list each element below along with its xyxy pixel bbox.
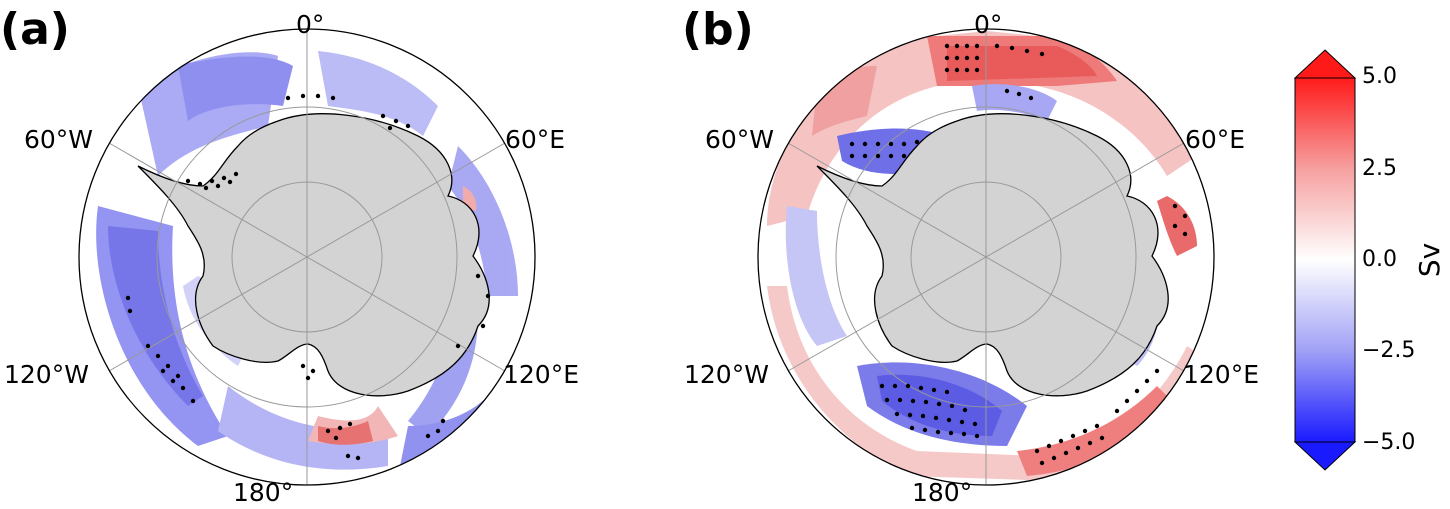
- colorbar-tick-0: 5.0: [1362, 64, 1397, 89]
- panel-a-graticule: [108, 29, 506, 485]
- colorbar-extend-min: [1293, 441, 1357, 471]
- colorbar-extend-max: [1293, 49, 1357, 79]
- panel-b-lon-120w: 120°W: [684, 360, 769, 389]
- panel-b-boundary: [757, 28, 1215, 486]
- panel-a-lon-180: 180°: [233, 478, 294, 507]
- panel-a-antarctica: [137, 113, 490, 397]
- panel-a-lon-60w: 60°W: [24, 125, 94, 154]
- panel-a-significance-dots: [125, 93, 491, 461]
- colorbar-tick-1: 2.5: [1362, 156, 1397, 181]
- panel-a-boundary: [78, 28, 536, 486]
- colorbar-tick-2: 0.0: [1362, 247, 1397, 272]
- panel-a-lon-120e: 120°E: [503, 360, 580, 389]
- colorbar-tick-3: −2.5: [1362, 338, 1416, 363]
- panel-b-antarctica: [816, 113, 1169, 397]
- panel-a-label: (a): [0, 4, 70, 55]
- panel-b-lon-120e: 120°E: [1183, 360, 1260, 389]
- colorbar-body: [1294, 77, 1356, 443]
- panel-b-lon-180: 180°: [912, 478, 973, 507]
- panel-b-lon-60w: 60°W: [705, 125, 775, 154]
- panel-a-lon-0: 0°: [296, 10, 325, 39]
- panel-b-graticule: [787, 29, 1185, 485]
- panel-b-map: [757, 28, 1215, 486]
- panel-a-lon-60e: 60°E: [505, 125, 566, 154]
- colorbar-unit-label: Sv: [1413, 242, 1447, 278]
- colorbar: [1293, 49, 1357, 471]
- panel-a-lon-120w: 120°W: [4, 360, 89, 389]
- panel-b-lon-60e: 60°E: [1185, 125, 1246, 154]
- panel-b-label: (b): [682, 4, 754, 55]
- panel-a-map: [78, 28, 536, 486]
- panel-b-significance-dots: [849, 43, 1188, 466]
- colorbar-tick-4: −5.0: [1362, 430, 1416, 455]
- panel-b-lon-0: 0°: [974, 10, 1003, 39]
- panel-b-anomaly-field: [767, 31, 1202, 481]
